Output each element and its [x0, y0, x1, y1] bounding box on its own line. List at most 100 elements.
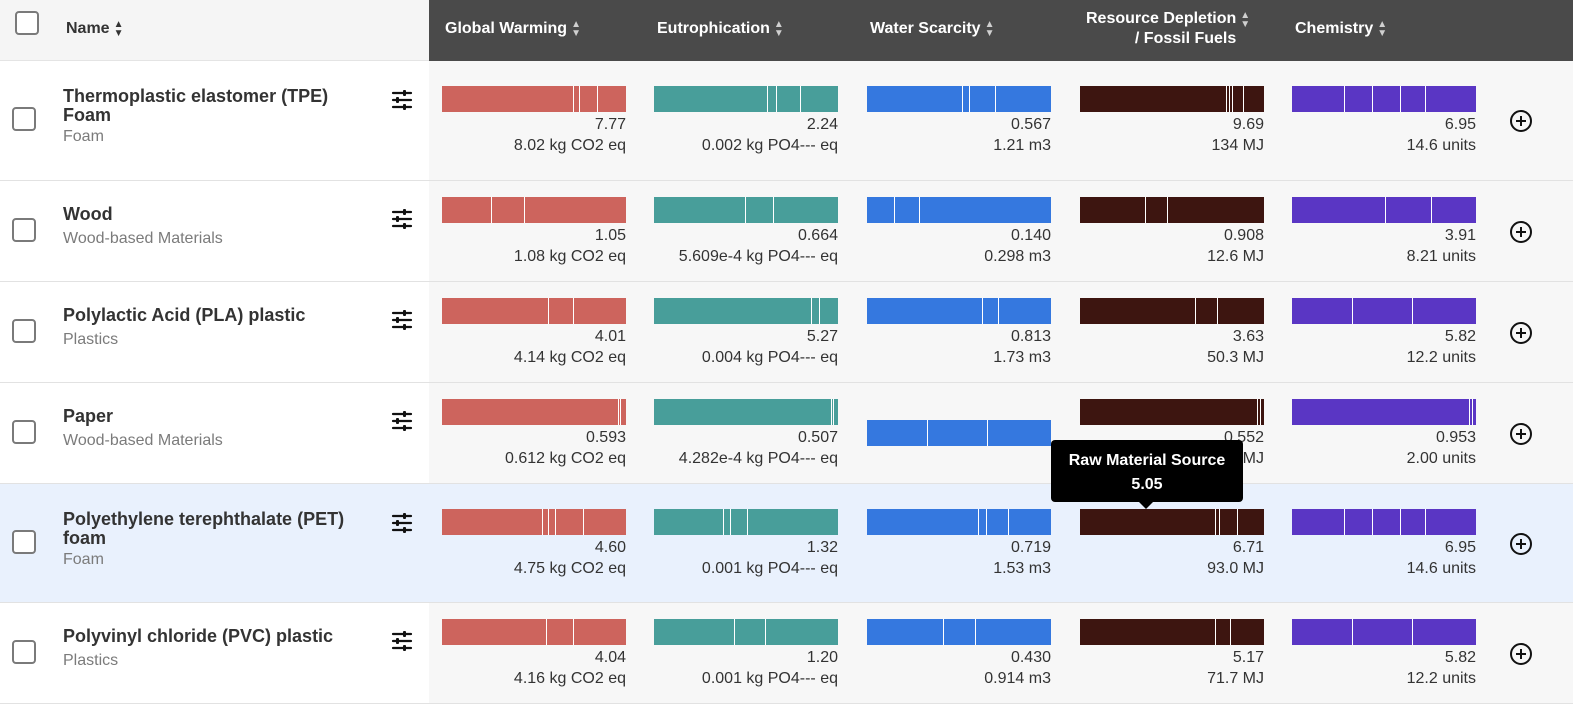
- bar-segment[interactable]: [1426, 509, 1476, 535]
- table-row[interactable]: Thermoplastic elastomer (TPE) Foam Foam 7.7…: [0, 61, 1573, 181]
- bar-segment[interactable]: [1345, 509, 1373, 535]
- eutrophication-bar[interactable]: [654, 298, 838, 324]
- bar-segment[interactable]: [654, 619, 735, 645]
- select-all-checkbox[interactable]: [15, 11, 39, 35]
- global-warming-bar[interactable]: [442, 399, 626, 425]
- bar-segment[interactable]: [970, 86, 996, 112]
- bar-segment[interactable]: [746, 197, 774, 223]
- bar-segment[interactable]: [442, 619, 547, 645]
- bar-segment[interactable]: [1473, 399, 1476, 425]
- bar-segment[interactable]: [1080, 619, 1217, 645]
- chemistry-bar[interactable]: [1292, 86, 1476, 112]
- bar-segment[interactable]: [442, 197, 492, 223]
- bar-segment[interactable]: [1292, 509, 1346, 535]
- plus-circle-icon[interactable]: [1510, 423, 1532, 445]
- global-warming-column-header[interactable]: Global Warming ▲ ▼: [445, 19, 581, 39]
- bar-segment[interactable]: [979, 509, 987, 535]
- name-column-header[interactable]: Name ▲ ▼: [66, 19, 124, 39]
- sliders-icon[interactable]: [391, 512, 413, 534]
- bar-segment[interactable]: [927, 420, 989, 446]
- bar-segment[interactable]: [962, 86, 971, 112]
- sliders-icon[interactable]: [391, 309, 413, 331]
- bar-segment[interactable]: [1400, 509, 1427, 535]
- bar-segment[interactable]: [491, 197, 525, 223]
- bar-segment[interactable]: [766, 619, 838, 645]
- sliders-icon[interactable]: [391, 630, 413, 652]
- bar-segment[interactable]: [982, 298, 1000, 324]
- plus-circle-icon[interactable]: [1510, 110, 1532, 132]
- resource-depletion-column-header[interactable]: Resource Depletion / Fossil Fuels ▲ ▼: [1086, 9, 1250, 49]
- sliders-icon[interactable]: [391, 208, 413, 230]
- bar-segment[interactable]: [1345, 86, 1373, 112]
- bar-segment[interactable]: [867, 86, 963, 112]
- sort-icon[interactable]: ▲ ▼: [113, 19, 124, 39]
- resource-depletion-bar[interactable]: [1080, 399, 1264, 425]
- global-warming-bar[interactable]: [442, 86, 626, 112]
- bar-segment[interactable]: [867, 420, 928, 446]
- bar-segment[interactable]: [654, 197, 746, 223]
- bar-segment[interactable]: [1400, 86, 1427, 112]
- sliders-icon[interactable]: [391, 89, 413, 111]
- bar-segment[interactable]: [1216, 509, 1220, 535]
- bar-segment[interactable]: [654, 298, 813, 324]
- bar-segment[interactable]: [1008, 509, 1051, 535]
- bar-segment[interactable]: [975, 619, 1051, 645]
- material-name[interactable]: Polyvinyl chloride (PVC) plastic: [63, 626, 334, 646]
- resource-depletion-bar[interactable]: [1080, 86, 1264, 112]
- bar-segment[interactable]: [801, 86, 838, 112]
- bar-segment[interactable]: [1230, 619, 1264, 645]
- resource-depletion-bar[interactable]: [1080, 197, 1264, 223]
- bar-segment[interactable]: [1372, 509, 1401, 535]
- bar-segment[interactable]: [1292, 197, 1386, 223]
- bar-segment[interactable]: [1413, 619, 1476, 645]
- bar-segment[interactable]: [995, 86, 1051, 112]
- eutrophication-bar[interactable]: [654, 197, 838, 223]
- row-checkbox[interactable]: [12, 107, 36, 131]
- bar-segment[interactable]: [768, 86, 778, 112]
- bar-segment[interactable]: [894, 197, 921, 223]
- bar-segment[interactable]: [1227, 86, 1230, 112]
- eutrophication-bar[interactable]: [654, 399, 838, 425]
- bar-segment[interactable]: [598, 86, 626, 112]
- chemistry-bar[interactable]: [1292, 509, 1476, 535]
- bar-segment[interactable]: [1238, 509, 1264, 535]
- global-warming-bar[interactable]: [442, 509, 626, 535]
- eutrophication-bar[interactable]: [654, 619, 838, 645]
- global-warming-bar[interactable]: [442, 619, 626, 645]
- eutrophication-bar[interactable]: [654, 509, 838, 535]
- water-scarcity-bar[interactable]: [867, 619, 1051, 645]
- global-warming-bar[interactable]: [442, 298, 626, 324]
- bar-segment[interactable]: [986, 509, 1009, 535]
- bar-segment[interactable]: [1080, 509, 1217, 535]
- bar-segment[interactable]: [999, 298, 1051, 324]
- bar-segment[interactable]: [1232, 86, 1244, 112]
- global-warming-bar[interactable]: [442, 197, 626, 223]
- plus-circle-icon[interactable]: [1510, 322, 1532, 344]
- bar-segment[interactable]: [579, 86, 599, 112]
- material-name[interactable]: Wood: [63, 204, 113, 224]
- table-row[interactable]: Polyvinyl chloride (PVC) plastic Plastics…: [0, 603, 1573, 704]
- bar-segment[interactable]: [583, 509, 626, 535]
- chemistry-bar[interactable]: [1292, 298, 1476, 324]
- bar-segment[interactable]: [1292, 86, 1346, 112]
- bar-segment[interactable]: [1243, 86, 1264, 112]
- bar-segment[interactable]: [832, 399, 835, 425]
- bar-segment[interactable]: [867, 509, 980, 535]
- row-checkbox[interactable]: [12, 319, 36, 343]
- bar-segment[interactable]: [723, 509, 732, 535]
- bar-segment[interactable]: [731, 509, 748, 535]
- bar-segment[interactable]: [1080, 86, 1228, 112]
- bar-segment[interactable]: [442, 86, 575, 112]
- bar-segment[interactable]: [1292, 399, 1471, 425]
- material-name[interactable]: Polylactic Acid (PLA) plastic: [63, 305, 306, 325]
- chemistry-bar[interactable]: [1292, 619, 1476, 645]
- resource-depletion-bar[interactable]: [1080, 619, 1264, 645]
- bar-segment[interactable]: [1219, 509, 1239, 535]
- bar-segment[interactable]: [1195, 298, 1218, 324]
- bar-segment[interactable]: [1217, 298, 1264, 324]
- bar-segment[interactable]: [867, 197, 895, 223]
- bar-segment[interactable]: [777, 86, 802, 112]
- bar-segment[interactable]: [1352, 619, 1414, 645]
- sliders-icon[interactable]: [391, 410, 413, 432]
- material-name[interactable]: Paper: [63, 406, 114, 426]
